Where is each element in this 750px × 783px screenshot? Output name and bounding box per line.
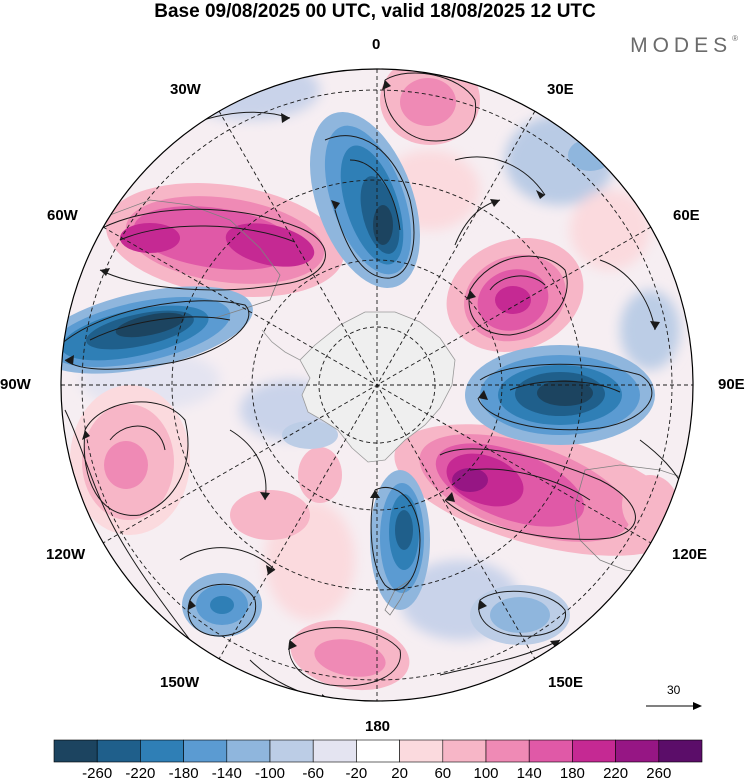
colorbar-swatch bbox=[269, 739, 314, 763]
new-zealand-coast bbox=[384, 578, 412, 616]
brand-text: MODES bbox=[630, 34, 733, 57]
colorbar-tick-label: -180 bbox=[168, 765, 199, 782]
lon-label-30e: 30E bbox=[547, 81, 574, 98]
lon-label-0: 0 bbox=[372, 36, 381, 53]
colorbar-tick-label: -140 bbox=[211, 765, 242, 782]
map-border bbox=[60, 68, 694, 702]
colorbar-tick-label: -60 bbox=[302, 765, 325, 782]
lon-label-150w: 150W bbox=[160, 674, 200, 691]
lon-label-120w: 120W bbox=[46, 546, 86, 563]
brand-logo: MODES® bbox=[630, 34, 738, 58]
colorbar-tick-label: 140 bbox=[516, 765, 542, 782]
colorbar-tick-label: 60 bbox=[434, 765, 452, 782]
colorbar-swatch bbox=[183, 739, 228, 763]
antarctica-landmass bbox=[299, 311, 456, 463]
negative-center-south-atlantic bbox=[310, 112, 420, 288]
colorbar-swatch bbox=[140, 739, 184, 763]
colorbar-swatch bbox=[226, 739, 271, 763]
lon-label-120e: 120E bbox=[672, 546, 708, 563]
positive-center-ross bbox=[290, 619, 410, 691]
vector-reference-value: 30 bbox=[667, 683, 681, 697]
colorbar-swatch bbox=[442, 739, 487, 763]
colorbar-swatch bbox=[528, 739, 573, 763]
colorbar-tick-label: 220 bbox=[603, 765, 629, 782]
lon-label-180: 180 bbox=[365, 718, 391, 735]
graticule bbox=[61, 69, 693, 701]
antarctic-peninsula bbox=[261, 329, 301, 361]
lon-label-90e: 90E bbox=[718, 376, 745, 393]
colorbar-swatch bbox=[96, 739, 141, 763]
lon-label-60w: 60W bbox=[47, 207, 78, 224]
brand-mark: ® bbox=[732, 34, 738, 43]
colorbar-swatch bbox=[572, 739, 616, 763]
colorbar-swatch bbox=[312, 739, 357, 763]
negative-center-ross-sea bbox=[370, 470, 430, 610]
colorbar-swatch bbox=[356, 739, 400, 763]
colorbar-tick-label: 260 bbox=[646, 765, 672, 782]
colorbar-tick-label: 100 bbox=[473, 765, 499, 782]
colorbar-tick-label: -20 bbox=[345, 765, 368, 782]
positive-center-australia bbox=[394, 424, 686, 556]
colorbar-tick-label: -220 bbox=[125, 765, 156, 782]
lon-label-90w: 90W bbox=[0, 376, 31, 393]
anomaly-field bbox=[61, 69, 693, 701]
colorbar bbox=[53, 739, 703, 763]
colorbar-tick-label: -100 bbox=[254, 765, 286, 782]
lon-label-150e: 150E bbox=[548, 674, 584, 691]
colorbar-swatch bbox=[658, 739, 703, 763]
chart-title: Base 09/08/2025 00 UTC, valid 18/08/2025… bbox=[154, 1, 596, 22]
colorbar-swatch bbox=[485, 739, 530, 763]
lon-label-60e: 60E bbox=[673, 207, 700, 224]
vector-reference-arrow bbox=[646, 702, 702, 710]
south-america-coast bbox=[84, 199, 281, 319]
colorbar-tick-label: -260 bbox=[82, 765, 113, 782]
colorbar-swatch bbox=[53, 739, 98, 763]
colorbar-tick-label: 180 bbox=[559, 765, 585, 782]
colorbar-tick-label: 20 bbox=[391, 765, 408, 782]
colorbar-swatch bbox=[399, 739, 444, 763]
lon-label-30w: 30W bbox=[170, 81, 201, 98]
negative-center-south-indian bbox=[465, 345, 655, 445]
colorbar-swatch bbox=[615, 739, 660, 763]
